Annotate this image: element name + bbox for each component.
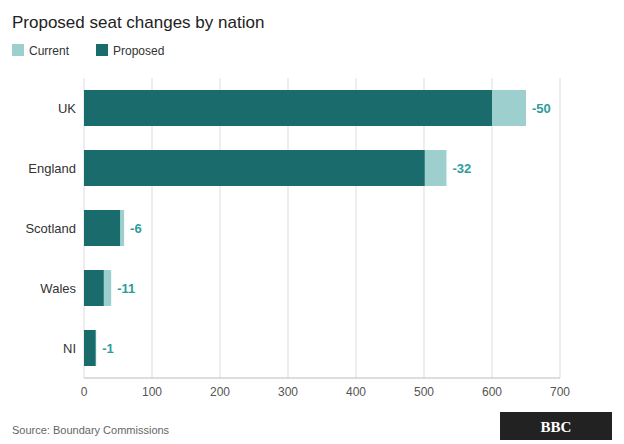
bar [84,90,526,126]
grid-line [560,78,561,378]
chart-container: Proposed seat changes by nation Current Pr… [0,0,624,444]
annotation: -1 [102,341,114,356]
legend: Current Proposed [12,44,164,58]
annotation: -11 [117,281,135,296]
y-tick-label: NI [63,341,76,356]
x-tick-label: 0 [81,385,88,399]
bar [84,210,124,246]
bar [84,270,111,306]
y-tick-label: Scotland [25,221,76,236]
bar [84,210,120,246]
bar [84,330,96,366]
annotations: -50 -32 -6 -11 -1 [102,101,551,356]
x-tick-label: 400 [346,385,366,399]
bar [84,270,104,306]
logo-box [500,412,612,440]
legend-label: Proposed [113,44,164,58]
chart-svg: Proposed seat changes by nation Current Pr… [0,0,624,444]
bars [84,90,526,366]
bar [84,90,492,126]
y-tick-label: UK [58,101,76,116]
y-axis: UK England Scotland Wales NI [25,101,76,356]
annotation: -6 [130,221,142,236]
bar [84,330,96,366]
legend-swatch [96,44,108,56]
annotation: -32 [452,161,471,176]
x-tick-label: 100 [142,385,162,399]
title: Proposed seat changes by nation [12,13,264,32]
x-tick-label: 200 [210,385,230,399]
x-axis: 0 100 200 300 400 500 600 700 [81,78,571,399]
annotation: -50 [532,101,551,116]
logo: BBC [500,412,612,440]
y-tick-label: England [28,161,76,176]
logo-text: BBC [541,419,572,435]
source: Source: Boundary Commissions [12,424,170,436]
x-tick-label: 500 [414,385,434,399]
legend-swatch [12,44,24,56]
y-tick-label: Wales [40,281,76,296]
bar [84,150,446,186]
x-tick-label: 600 [482,385,502,399]
x-tick-label: 300 [278,385,298,399]
x-axis-line [84,378,560,379]
bar [84,150,425,186]
x-tick-label: 700 [550,385,570,399]
legend-label: Current [29,44,70,58]
